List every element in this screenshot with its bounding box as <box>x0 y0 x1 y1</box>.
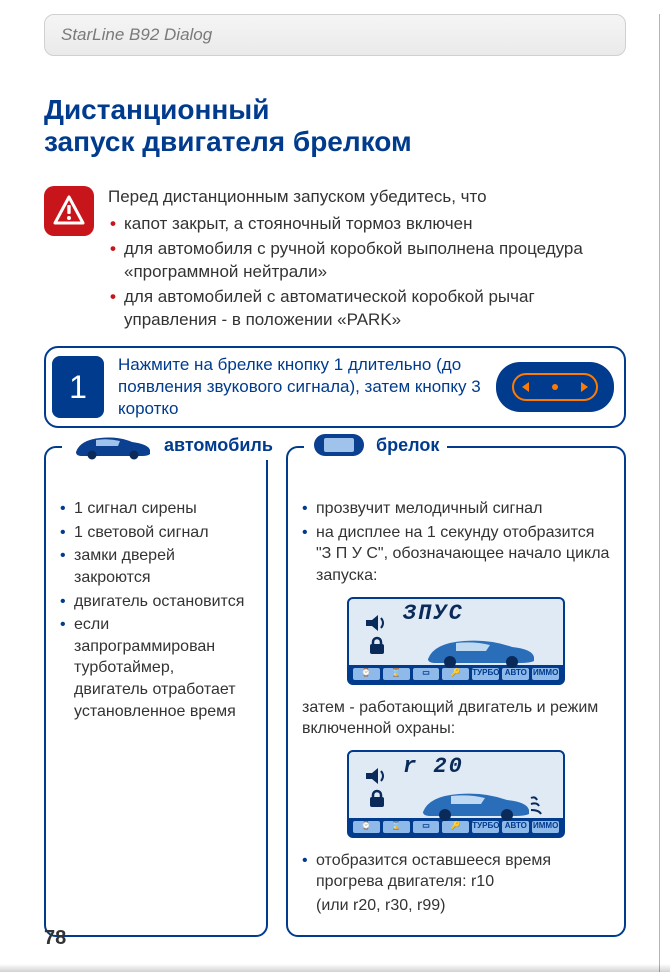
car-label: автомобиль <box>164 433 273 457</box>
car-item: если запрограммирован турботаймер, двига… <box>60 614 252 722</box>
strip-chip: ▭ <box>413 821 440 833</box>
lcd-display-2: r 20 <box>347 750 565 838</box>
page-number: 78 <box>44 927 66 950</box>
strip-chip: 🔑 <box>442 821 469 833</box>
warning-text: Перед дистанционным запуском убедитесь, … <box>108 186 626 332</box>
warning-item: для автомобилей с автоматической коробко… <box>108 286 626 332</box>
remote-button-ring <box>512 373 598 401</box>
fob-after-item: отобразится оставшееся время прогрева дв… <box>302 850 610 893</box>
warning-block: Перед дистанционным запуском убедитесь, … <box>44 186 626 332</box>
title-line-1: Дистанционный <box>44 94 269 125</box>
lcd2-text: r 20 <box>403 752 557 782</box>
page-shadow <box>0 964 670 972</box>
fob-icon <box>312 430 366 460</box>
warning-item: капот закрыт, а стояночный тормоз включе… <box>108 213 626 236</box>
product-name: StarLine B92 Dialog <box>61 25 212 45</box>
strip-chip: ТУРБО <box>472 821 499 833</box>
strip-chip: 🔑 <box>442 668 469 680</box>
title-line-2: запуск двигателя брелком <box>44 126 412 157</box>
car-item: двигатель остановится <box>60 591 252 613</box>
step-text: Нажмите на брелке кнопку 1 длительно (до… <box>118 354 482 420</box>
fob-item: прозвучит мелодичный сигнал <box>302 498 610 520</box>
strip-chip: ⌛ <box>383 821 410 833</box>
speaker-icon <box>364 612 390 634</box>
step-number: 1 <box>52 356 104 418</box>
page-title: Дистанционный запуск двигателя брелком <box>44 94 626 158</box>
strip-chip: АВТО <box>502 668 529 680</box>
fob-card: брелок прозвучит мелодичный сигнал на ди… <box>286 446 626 936</box>
strip-chip: ⌚ <box>353 821 380 833</box>
header-tab: StarLine B92 Dialog <box>44 14 626 56</box>
car-icon <box>70 430 154 460</box>
fob-list: прозвучит мелодичный сигнал на дисплее н… <box>302 498 610 586</box>
lock-icon <box>368 789 386 809</box>
warning-intro: Перед дистанционным запуском убедитесь, … <box>108 186 626 209</box>
strip-chip: ИММО <box>532 668 559 680</box>
remote-illustration <box>496 362 614 412</box>
strip-chip: АВТО <box>502 821 529 833</box>
lcd1-text: ЗПУС <box>403 599 557 629</box>
fob-after-list: отобразится оставшееся время прогрева дв… <box>302 850 610 893</box>
lcd-display-1: ЗПУС ⌚ ⌛ ▭ <box>347 597 565 685</box>
strip-chip: ⌛ <box>383 668 410 680</box>
car-item: 1 световой сигнал <box>60 522 252 544</box>
strip-chip: ТУРБО <box>472 668 499 680</box>
speaker-icon <box>364 765 390 787</box>
lock-icon <box>368 636 386 656</box>
step-box: 1 Нажмите на брелке кнопку 1 длительно (… <box>44 346 626 428</box>
car-badge: автомобиль <box>62 430 281 460</box>
warning-item: для автомобиля с ручной коробкой выполне… <box>108 238 626 284</box>
page-edge <box>659 14 660 972</box>
fob-label: брелок <box>376 433 439 457</box>
car-card: автомобиль 1 сигнал сирены 1 световой си… <box>44 446 268 936</box>
strip-chip: ▭ <box>413 668 440 680</box>
car-item: 1 сигнал сирены <box>60 498 252 520</box>
car-item: замки дверей закроются <box>60 545 252 588</box>
fob-item: на дисплее на 1 секунду отобразится "З П… <box>302 522 610 587</box>
lcd-car-icon <box>403 782 557 822</box>
fob-mid-text: затем - работающий двигатель и режим вкл… <box>302 697 610 740</box>
lcd-car-icon <box>403 629 557 669</box>
warning-icon <box>44 186 94 236</box>
fob-after-sub: (или r20, r30, r99) <box>302 895 610 917</box>
strip-chip: ИММО <box>532 821 559 833</box>
fob-badge: брелок <box>304 430 447 460</box>
strip-chip: ⌚ <box>353 668 380 680</box>
car-list: 1 сигнал сирены 1 световой сигнал замки … <box>60 498 252 722</box>
